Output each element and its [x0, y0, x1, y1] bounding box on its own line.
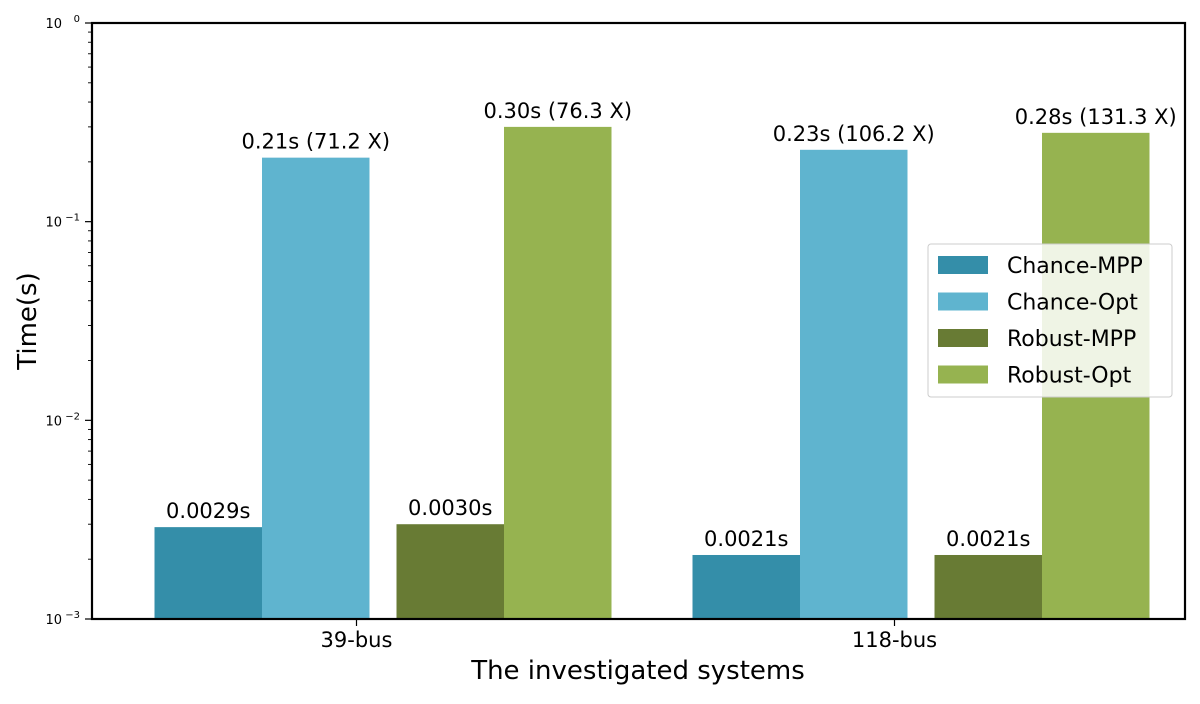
legend-swatch	[938, 329, 988, 347]
bar-chance-mpp-118-bus	[692, 554, 800, 619]
legend-swatch	[938, 292, 988, 311]
bar-robust-opt-39-bus	[504, 126, 612, 620]
y-tick-label: 10 −2	[45, 411, 80, 429]
bar-robust-mpp-39-bus	[396, 524, 504, 619]
legend-box	[927, 243, 1173, 398]
bar-robust-mpp-118-bus	[934, 554, 1042, 619]
y-tick-label: 10 0	[45, 14, 80, 32]
y-tick-label: 10 −1	[45, 213, 80, 231]
bar-value-label: 0.0029s	[166, 499, 250, 523]
bar-value-label: 0.21s (71.2 X)	[241, 130, 390, 154]
legend-swatch	[938, 256, 988, 274]
bar-value-label: 0.0030s	[408, 496, 492, 520]
bar-value-label: 0.23s (106.2 X)	[773, 122, 935, 146]
x-axis-label: The investigated systems	[470, 656, 805, 686]
legend: Chance-MPP Chance-Opt Robust-MPP Robust-Opt	[927, 243, 1173, 398]
x-tick-label: 118-bus	[852, 628, 937, 652]
legend-label: Chance-Opt	[1007, 291, 1138, 316]
legend-label: Chance-MPP	[1007, 254, 1143, 279]
bar-value-label: 0.30s (76.3 X)	[483, 99, 632, 123]
legend-label: Robust-MPP	[1007, 327, 1136, 352]
bar-chance-opt-39-bus	[262, 157, 370, 619]
bar-value-label: 0.28s (131.3 X)	[1015, 105, 1177, 129]
bar-value-labels: 0.0029s 0.21s (71.2 X) 0.0030s 0.30s (76.3 …	[166, 99, 1177, 551]
y-axis-label: Time(s)	[13, 272, 43, 370]
bar-value-label: 0.0021s	[704, 527, 788, 551]
plot-frame	[90, 21, 1187, 621]
legend-label: Robust-Opt	[1007, 364, 1132, 389]
y-tick-label: 10 −3	[45, 610, 80, 628]
legend-swatch	[938, 365, 988, 384]
x-tick-label: 39-bus	[321, 628, 393, 652]
bar-chance-mpp-39-bus	[154, 527, 262, 619]
bar-chance-opt-118-bus	[800, 149, 908, 619]
bar-value-label: 0.0021s	[946, 527, 1030, 551]
x-axis-ticks: 39-bus 118-bus	[321, 619, 937, 652]
